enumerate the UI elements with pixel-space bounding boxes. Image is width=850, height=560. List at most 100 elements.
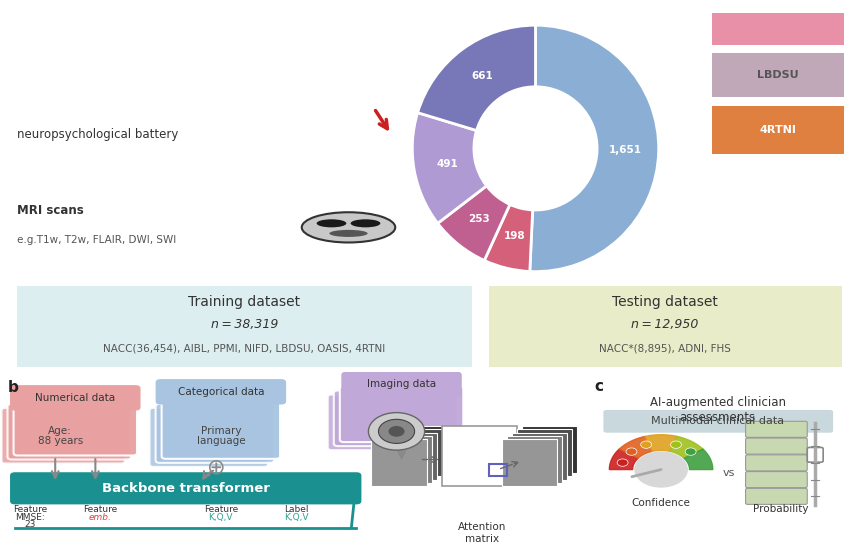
Circle shape (641, 441, 652, 449)
FancyBboxPatch shape (10, 385, 140, 410)
FancyBboxPatch shape (712, 106, 844, 154)
FancyBboxPatch shape (745, 421, 808, 437)
FancyBboxPatch shape (507, 436, 562, 483)
Text: 198: 198 (503, 231, 525, 241)
Circle shape (634, 451, 688, 488)
Circle shape (671, 441, 682, 449)
Text: Age:: Age: (48, 426, 72, 436)
Wedge shape (530, 25, 659, 272)
Text: Numerical data: Numerical data (35, 393, 116, 403)
FancyBboxPatch shape (517, 430, 572, 476)
Circle shape (685, 448, 696, 455)
Polygon shape (684, 449, 713, 469)
Circle shape (626, 448, 637, 455)
Text: Feature: Feature (13, 505, 48, 514)
FancyBboxPatch shape (745, 438, 808, 454)
Text: b: b (8, 380, 19, 395)
Text: ⊕: ⊕ (207, 458, 225, 478)
Text: Confidence: Confidence (632, 498, 690, 508)
FancyBboxPatch shape (156, 379, 286, 404)
Ellipse shape (302, 212, 395, 242)
Text: 23: 23 (25, 520, 36, 529)
FancyBboxPatch shape (14, 400, 137, 455)
Text: K,Q,V: K,Q,V (208, 514, 233, 522)
Circle shape (617, 459, 628, 466)
Polygon shape (620, 436, 652, 458)
Text: neuropsychological battery: neuropsychological battery (17, 128, 178, 141)
FancyBboxPatch shape (442, 426, 517, 486)
Text: Probability: Probability (752, 504, 808, 514)
Text: Imaging data: Imaging data (367, 380, 436, 389)
Text: 1,651: 1,651 (609, 146, 642, 156)
FancyBboxPatch shape (382, 433, 437, 479)
FancyBboxPatch shape (712, 53, 844, 97)
Text: Testing dataset: Testing dataset (612, 295, 718, 309)
Text: n = 12,950: n = 12,950 (632, 318, 699, 331)
Text: Feature: Feature (83, 505, 117, 514)
Ellipse shape (316, 220, 346, 227)
Polygon shape (645, 435, 677, 451)
FancyBboxPatch shape (156, 404, 274, 463)
Circle shape (368, 413, 425, 450)
FancyBboxPatch shape (745, 472, 808, 488)
Text: 88 years: 88 years (37, 436, 82, 446)
Text: AI-augmented clinician
assessments: AI-augmented clinician assessments (649, 396, 785, 424)
Polygon shape (609, 449, 638, 469)
Wedge shape (417, 25, 536, 130)
Text: Training dataset: Training dataset (189, 295, 300, 309)
FancyBboxPatch shape (522, 426, 577, 473)
FancyBboxPatch shape (3, 283, 485, 369)
FancyBboxPatch shape (604, 410, 833, 433)
FancyBboxPatch shape (377, 436, 432, 483)
Text: Attention
matrix: Attention matrix (457, 522, 506, 544)
FancyBboxPatch shape (392, 426, 447, 473)
Text: Categorical data: Categorical data (178, 387, 264, 397)
Text: MMSE:: MMSE: (15, 512, 45, 521)
Text: vs: vs (722, 468, 735, 478)
Text: K,Q,V: K,Q,V (284, 514, 309, 522)
FancyBboxPatch shape (745, 488, 808, 505)
Wedge shape (484, 204, 533, 272)
FancyBboxPatch shape (745, 455, 808, 471)
FancyBboxPatch shape (502, 440, 557, 486)
Circle shape (378, 419, 415, 444)
Text: Backbone transformer: Backbone transformer (102, 482, 269, 495)
FancyBboxPatch shape (371, 440, 427, 486)
Text: 661: 661 (471, 71, 493, 81)
FancyBboxPatch shape (340, 386, 463, 442)
FancyBboxPatch shape (712, 13, 844, 45)
Text: Feature: Feature (204, 505, 238, 514)
FancyBboxPatch shape (808, 447, 823, 462)
Text: Multimodal clinical data: Multimodal clinical data (651, 416, 785, 426)
Text: Primary: Primary (201, 426, 241, 436)
Text: n = 38,319: n = 38,319 (211, 318, 278, 331)
FancyBboxPatch shape (2, 408, 125, 464)
Text: c: c (594, 379, 604, 394)
Text: e.g.T1w, T2w, FLAIR, DWI, SWI: e.g.T1w, T2w, FLAIR, DWI, SWI (17, 235, 176, 245)
Circle shape (388, 426, 405, 437)
FancyBboxPatch shape (479, 283, 850, 369)
FancyBboxPatch shape (387, 430, 442, 476)
Text: 253: 253 (468, 214, 490, 224)
Ellipse shape (350, 220, 380, 227)
FancyBboxPatch shape (334, 390, 457, 446)
Text: NACC(36,454), AIBL, PPMI, NIFD, LBDSU, OASIS, 4RTNI: NACC(36,454), AIBL, PPMI, NIFD, LBDSU, O… (103, 344, 386, 354)
FancyBboxPatch shape (162, 400, 280, 459)
FancyBboxPatch shape (150, 408, 268, 467)
Wedge shape (438, 186, 510, 260)
FancyBboxPatch shape (342, 372, 462, 397)
Text: emb.: emb. (89, 514, 112, 522)
Polygon shape (670, 436, 703, 458)
Text: 491: 491 (436, 160, 458, 170)
Text: MRI scans: MRI scans (17, 204, 84, 217)
Text: NACC*(8,895), ADNI, FHS: NACC*(8,895), ADNI, FHS (599, 344, 731, 354)
Text: LBDSU: LBDSU (757, 70, 799, 80)
Text: Label: Label (284, 505, 309, 514)
Ellipse shape (329, 230, 367, 237)
FancyBboxPatch shape (512, 433, 567, 479)
FancyBboxPatch shape (8, 404, 131, 460)
FancyBboxPatch shape (10, 472, 361, 505)
Text: 4RTNI: 4RTNI (760, 125, 796, 135)
Text: language: language (196, 436, 245, 446)
FancyBboxPatch shape (328, 394, 451, 450)
